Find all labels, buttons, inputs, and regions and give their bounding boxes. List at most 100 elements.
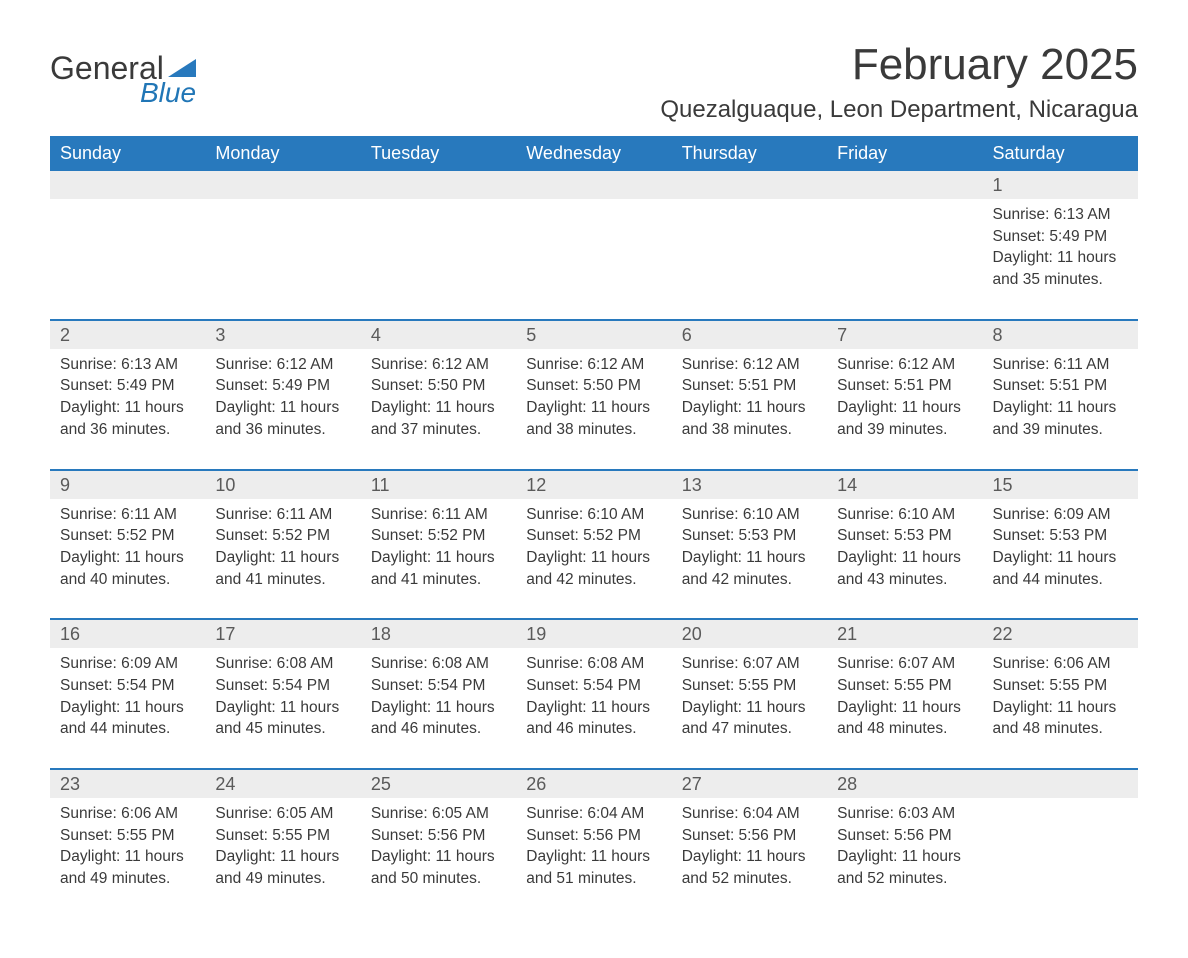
sunset-text: Sunset: 5:54 PM: [526, 675, 661, 697]
sunrise-text: Sunrise: 6:11 AM: [60, 504, 195, 526]
day2-text: and 52 minutes.: [837, 868, 972, 890]
day-details: Sunrise: 6:08 AMSunset: 5:54 PMDaylight:…: [361, 648, 516, 768]
day-number: 1: [983, 171, 1138, 199]
day1-text: Daylight: 11 hours: [60, 397, 195, 419]
day-cell: Sunrise: 6:07 AMSunset: 5:55 PMDaylight:…: [827, 648, 982, 769]
day-details: Sunrise: 6:03 AMSunset: 5:56 PMDaylight:…: [827, 798, 982, 918]
sunrise-text: Sunrise: 6:07 AM: [837, 653, 972, 675]
day-number: 15: [983, 470, 1138, 499]
day-number: [672, 171, 827, 199]
logo: General Blue: [50, 50, 196, 109]
sunrise-text: Sunrise: 6:05 AM: [215, 803, 350, 825]
sunset-text: Sunset: 5:50 PM: [371, 375, 506, 397]
day-details: [205, 199, 360, 299]
day1-text: Daylight: 11 hours: [215, 697, 350, 719]
day-details: Sunrise: 6:10 AMSunset: 5:53 PMDaylight:…: [827, 499, 982, 619]
day-cell: Sunrise: 6:11 AMSunset: 5:52 PMDaylight:…: [50, 499, 205, 620]
sunset-text: Sunset: 5:55 PM: [682, 675, 817, 697]
day-number: 6: [672, 320, 827, 349]
day-details: Sunrise: 6:10 AMSunset: 5:52 PMDaylight:…: [516, 499, 671, 619]
sunset-text: Sunset: 5:51 PM: [837, 375, 972, 397]
day-number: 11: [361, 470, 516, 499]
day2-text: and 44 minutes.: [993, 569, 1128, 591]
week-daynum-row: 16171819202122: [50, 619, 1138, 648]
day-details: Sunrise: 6:12 AMSunset: 5:51 PMDaylight:…: [672, 349, 827, 469]
sunrise-text: Sunrise: 6:11 AM: [371, 504, 506, 526]
day2-text: and 45 minutes.: [215, 718, 350, 740]
day2-text: and 42 minutes.: [526, 569, 661, 591]
month-title: February 2025: [660, 40, 1138, 90]
day-number: 3: [205, 320, 360, 349]
day-number: 20: [672, 619, 827, 648]
sunset-text: Sunset: 5:49 PM: [60, 375, 195, 397]
day-details: Sunrise: 6:07 AMSunset: 5:55 PMDaylight:…: [827, 648, 982, 768]
sunrise-text: Sunrise: 6:09 AM: [993, 504, 1128, 526]
sunrise-text: Sunrise: 6:13 AM: [60, 354, 195, 376]
day2-text: and 49 minutes.: [60, 868, 195, 890]
day1-text: Daylight: 11 hours: [371, 547, 506, 569]
day-number: 10: [205, 470, 360, 499]
day-number: [983, 769, 1138, 798]
sunset-text: Sunset: 5:53 PM: [993, 525, 1128, 547]
day-details: Sunrise: 6:07 AMSunset: 5:55 PMDaylight:…: [672, 648, 827, 768]
sunset-text: Sunset: 5:56 PM: [682, 825, 817, 847]
day1-text: Daylight: 11 hours: [60, 846, 195, 868]
day-details: Sunrise: 6:08 AMSunset: 5:54 PMDaylight:…: [205, 648, 360, 768]
day-details: Sunrise: 6:12 AMSunset: 5:50 PMDaylight:…: [516, 349, 671, 469]
sunset-text: Sunset: 5:53 PM: [682, 525, 817, 547]
day-details: [983, 798, 1138, 898]
page-header: General Blue February 2025 Quezalguaque,…: [50, 40, 1138, 124]
day1-text: Daylight: 11 hours: [215, 547, 350, 569]
day-cell: [516, 199, 671, 320]
day1-text: Daylight: 11 hours: [371, 846, 506, 868]
sunset-text: Sunset: 5:54 PM: [60, 675, 195, 697]
day2-text: and 36 minutes.: [60, 419, 195, 441]
day1-text: Daylight: 11 hours: [371, 697, 506, 719]
day-cell: Sunrise: 6:05 AMSunset: 5:56 PMDaylight:…: [361, 798, 516, 918]
day1-text: Daylight: 11 hours: [526, 697, 661, 719]
day-number: 25: [361, 769, 516, 798]
sunset-text: Sunset: 5:55 PM: [993, 675, 1128, 697]
day1-text: Daylight: 11 hours: [682, 397, 817, 419]
day2-text: and 41 minutes.: [371, 569, 506, 591]
day-number: 5: [516, 320, 671, 349]
sunset-text: Sunset: 5:56 PM: [526, 825, 661, 847]
day-cell: Sunrise: 6:08 AMSunset: 5:54 PMDaylight:…: [361, 648, 516, 769]
day-number: 14: [827, 470, 982, 499]
day2-text: and 42 minutes.: [682, 569, 817, 591]
weekday-header: Monday: [205, 136, 360, 171]
day-number: 22: [983, 619, 1138, 648]
day-cell: Sunrise: 6:09 AMSunset: 5:54 PMDaylight:…: [50, 648, 205, 769]
day2-text: and 41 minutes.: [215, 569, 350, 591]
day-number: 18: [361, 619, 516, 648]
day1-text: Daylight: 11 hours: [837, 846, 972, 868]
weekday-header-row: Sunday Monday Tuesday Wednesday Thursday…: [50, 136, 1138, 171]
sunrise-text: Sunrise: 6:06 AM: [993, 653, 1128, 675]
day-number: [516, 171, 671, 199]
day-details: Sunrise: 6:12 AMSunset: 5:50 PMDaylight:…: [361, 349, 516, 469]
sunset-text: Sunset: 5:51 PM: [993, 375, 1128, 397]
sunrise-text: Sunrise: 6:08 AM: [215, 653, 350, 675]
sunrise-text: Sunrise: 6:12 AM: [371, 354, 506, 376]
weekday-header: Saturday: [983, 136, 1138, 171]
sunrise-text: Sunrise: 6:11 AM: [215, 504, 350, 526]
day1-text: Daylight: 11 hours: [371, 397, 506, 419]
day-number: 2: [50, 320, 205, 349]
day-details: Sunrise: 6:11 AMSunset: 5:52 PMDaylight:…: [50, 499, 205, 619]
day-cell: Sunrise: 6:12 AMSunset: 5:49 PMDaylight:…: [205, 349, 360, 470]
sunrise-text: Sunrise: 6:04 AM: [682, 803, 817, 825]
day-cell: Sunrise: 6:11 AMSunset: 5:52 PMDaylight:…: [205, 499, 360, 620]
location-subtitle: Quezalguaque, Leon Department, Nicaragua: [660, 96, 1138, 124]
flag-icon: [168, 59, 196, 79]
day-details: Sunrise: 6:09 AMSunset: 5:53 PMDaylight:…: [983, 499, 1138, 619]
day-number: 12: [516, 470, 671, 499]
weekday-header: Wednesday: [516, 136, 671, 171]
day2-text: and 37 minutes.: [371, 419, 506, 441]
day-details: Sunrise: 6:10 AMSunset: 5:53 PMDaylight:…: [672, 499, 827, 619]
day-cell: Sunrise: 6:07 AMSunset: 5:55 PMDaylight:…: [672, 648, 827, 769]
day-details: Sunrise: 6:12 AMSunset: 5:49 PMDaylight:…: [205, 349, 360, 469]
day-cell: Sunrise: 6:13 AMSunset: 5:49 PMDaylight:…: [50, 349, 205, 470]
day1-text: Daylight: 11 hours: [993, 247, 1128, 269]
day-cell: Sunrise: 6:13 AMSunset: 5:49 PMDaylight:…: [983, 199, 1138, 320]
week-daynum-row: 2345678: [50, 320, 1138, 349]
